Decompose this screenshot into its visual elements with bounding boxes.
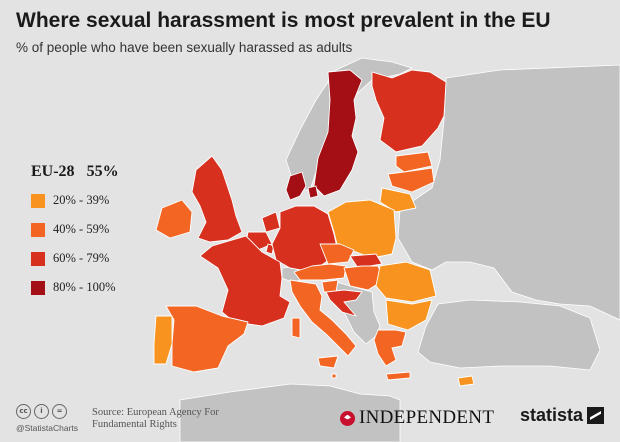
region-cyprus: [457, 375, 475, 387]
legend-summary-value: 55%: [86, 163, 119, 180]
region-poland: [327, 199, 397, 259]
region-slovakia: [349, 253, 383, 269]
legend-label: 40% - 59%: [53, 222, 110, 236]
legend-item: 80% - 100%: [31, 277, 127, 298]
region-crete: [385, 371, 411, 381]
region-germany: [271, 205, 339, 273]
statista-logo[interactable]: statista: [520, 405, 605, 426]
region-denmark: [285, 171, 307, 201]
legend-swatch: [31, 222, 45, 237]
legend-item: 20% - 39%: [31, 190, 127, 211]
region-lithuania: [379, 187, 417, 213]
legend-item: 40% - 59%: [31, 219, 127, 240]
legend-label: 80% - 100%: [53, 280, 116, 294]
chart-title: Where sexual harassment is most prevalen…: [16, 9, 551, 32]
region-italy: [289, 279, 357, 357]
legend-swatch: [31, 251, 45, 266]
region-malta: [331, 373, 337, 379]
legend-swatch: [31, 193, 45, 208]
region-bulgaria: [385, 299, 433, 331]
region-uk: [191, 155, 243, 243]
region-france: [199, 235, 291, 327]
cc-icon[interactable]: cc: [16, 404, 31, 419]
footer: cc i = @StatistaCharts Source: European …: [0, 396, 620, 442]
statista-handle[interactable]: @StatistaCharts: [16, 423, 79, 433]
region-croatia: [325, 289, 363, 317]
chart-subtitle: % of people who have been sexually haras…: [16, 40, 353, 55]
region-romania: [375, 261, 437, 303]
eagle-icon: [340, 410, 355, 426]
independent-wordmark: INDEPENDENT: [359, 407, 495, 428]
legend-label: 20% - 39%: [53, 193, 110, 207]
region-latvia: [387, 167, 435, 193]
source-note: Source: European Agency For Fundamental …: [92, 407, 219, 430]
region-sardinia: [291, 317, 301, 339]
statista-wordmark: statista: [520, 405, 584, 425]
statista-mark-icon: [587, 407, 605, 424]
turkey-land: [417, 299, 601, 371]
region-portugal: [153, 315, 173, 365]
legend-summary: EU-28 55%: [31, 163, 127, 181]
legend-item: 60% - 79%: [31, 248, 127, 269]
region-slovenia: [321, 279, 339, 293]
region-denmark-island: [307, 185, 319, 199]
region-ireland: [155, 199, 193, 239]
region-sicily: [317, 355, 339, 369]
legend: EU-28 55% 20% - 39% 40% - 59% 60% - 79% …: [31, 163, 127, 306]
legend-summary-label: EU-28: [31, 163, 75, 180]
north-africa-land: [179, 383, 401, 442]
region-greece: [373, 329, 407, 367]
legend-label: 60% - 79%: [53, 251, 110, 265]
region-estonia: [395, 151, 433, 173]
legend-swatch: [31, 280, 45, 295]
region-sweden: [313, 69, 363, 197]
equals-icon[interactable]: =: [52, 404, 67, 419]
by-icon[interactable]: i: [34, 404, 49, 419]
russia-belarus-ukraine-land: [397, 64, 620, 321]
independent-logo[interactable]: INDEPENDENT: [340, 407, 494, 429]
region-finland: [371, 69, 447, 153]
license-icons: cc i =: [16, 404, 67, 419]
